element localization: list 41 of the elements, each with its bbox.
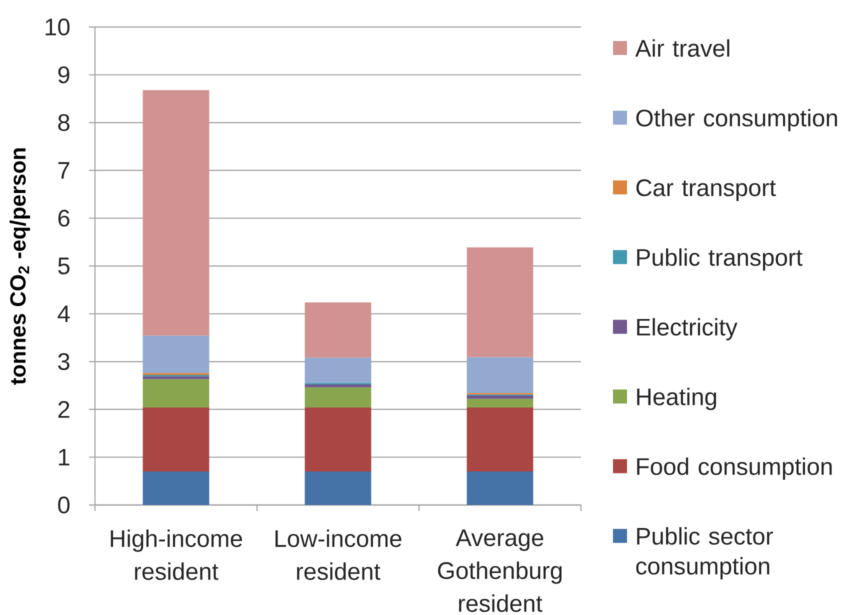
bar (142, 379, 210, 408)
y-axis-title: tonnes CO$_{2}$ -eq/person (10, 148, 30, 385)
bar (142, 407, 210, 472)
legend-label: Heating (637, 388, 716, 410)
legend-label: Electricity (637, 318, 738, 340)
bar (466, 247, 534, 358)
y-tick-label: 8 (58, 114, 70, 132)
y-tick-label: 0 (58, 496, 70, 514)
bar (466, 357, 534, 394)
bar (142, 90, 210, 336)
legend-label: Food consumption (637, 457, 832, 480)
y-tick-label: 10 (46, 18, 70, 36)
y-tick-label: 3 (58, 353, 70, 370)
legend-label: Other consumption (636, 108, 837, 132)
legend-label: Public transport (637, 248, 802, 271)
x-tick-label: Average Gothenburg resident (438, 530, 562, 612)
legend-label: Car transport (636, 179, 776, 201)
bar (466, 398, 534, 408)
y-tick-label: 5 (58, 258, 70, 274)
y-tick-label: 4 (58, 306, 70, 322)
bar (304, 358, 372, 384)
y-tick-label: 9 (58, 66, 70, 84)
y-tick-label: 1 (59, 448, 70, 466)
bar (466, 407, 534, 472)
bar (142, 472, 210, 505)
bar (304, 472, 372, 505)
x-tick-label: Low-income resident (276, 530, 402, 580)
x-tick-label: High-income resident (110, 530, 242, 580)
y-tick-label: 2 (58, 401, 70, 418)
legend-label: Public sector consumption (636, 527, 773, 580)
legend-label: Air travel (635, 39, 730, 57)
bar (466, 396, 534, 399)
y-tick-label: 7 (58, 162, 70, 179)
y-tick-label: 6 (58, 210, 70, 227)
bar (466, 472, 534, 505)
bar (304, 302, 372, 358)
bar (142, 376, 210, 380)
bar (304, 387, 372, 408)
bar (142, 336, 210, 374)
bar (304, 384, 372, 388)
bar (304, 407, 372, 472)
